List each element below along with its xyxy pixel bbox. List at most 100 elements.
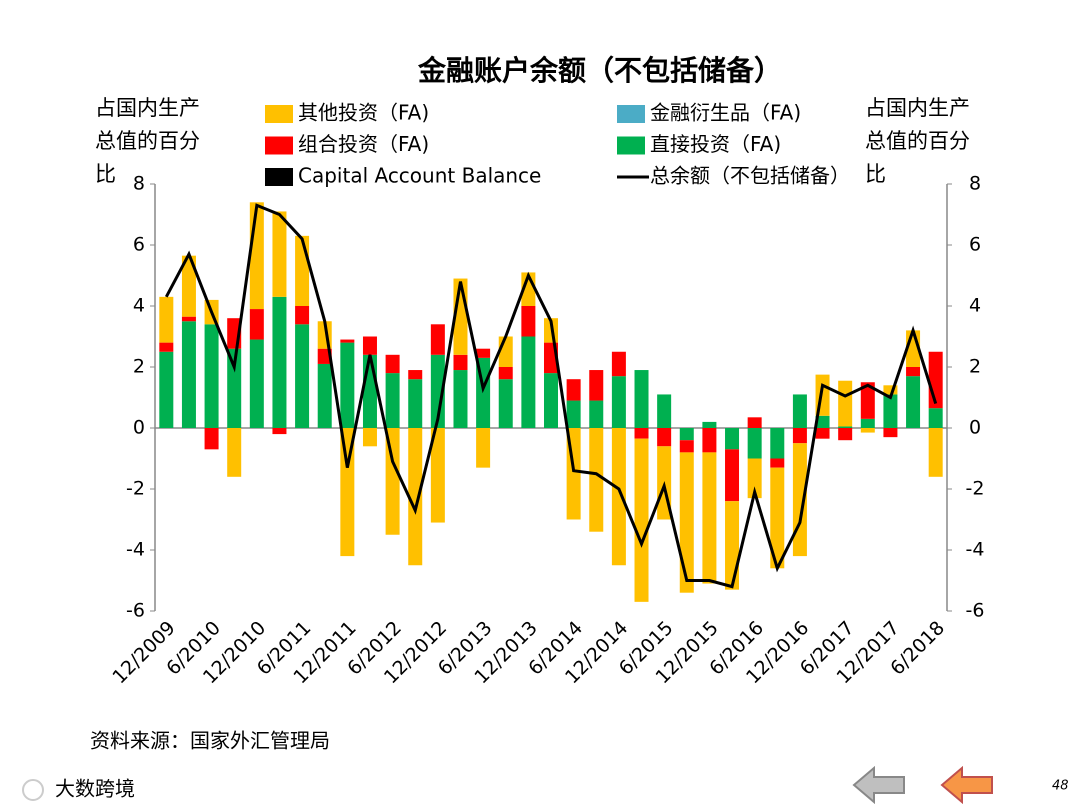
bar-segment (566, 400, 581, 428)
y2-axis-label: 占国内生产总值的百分比 (865, 96, 970, 186)
watermark: 大数跨境 (55, 777, 135, 801)
bar-segment (860, 382, 875, 419)
watermark-icon (22, 779, 44, 801)
bar-segment (204, 324, 219, 428)
bar-segment (498, 379, 513, 428)
bar-segment (385, 428, 400, 535)
legend-label: 总余额（不包括储备） (650, 164, 850, 188)
bar-segment (747, 458, 762, 499)
bar-segment (272, 211, 287, 297)
bar-segment (430, 324, 445, 355)
bar-segment (521, 336, 536, 428)
bar-segment (385, 373, 400, 428)
y-tick-label: -2 (126, 478, 145, 500)
bar-segment (815, 415, 830, 428)
legend-swatch (265, 136, 293, 155)
bar-segment (159, 342, 174, 352)
bar-segment (181, 321, 196, 428)
bar-segment (634, 428, 649, 439)
legend-label: 金融衍生品（FA) (650, 101, 801, 125)
bar-segment (453, 354, 468, 371)
bar-segment (521, 306, 536, 337)
bar-segment (725, 428, 740, 450)
legend-label: 直接投资（FA) (650, 132, 781, 156)
bar-segment (679, 452, 694, 593)
bar-segment (362, 336, 377, 355)
bar-segment (227, 428, 242, 477)
page-number: 48 (1052, 779, 1069, 794)
next-button[interactable] (940, 766, 994, 804)
y2-tick-label: -2 (966, 478, 985, 500)
bar-segment (317, 363, 332, 428)
bar-segment (770, 428, 785, 459)
legend-label: 其他投资（FA) (298, 101, 429, 125)
bar-segment (634, 370, 649, 428)
bar-segment (159, 351, 174, 428)
bar-segment (589, 370, 604, 401)
bar-segment (657, 394, 672, 428)
y2-tick-label: 6 (969, 234, 981, 256)
bar-segment (249, 339, 264, 428)
bar-segment (498, 367, 513, 380)
bar-segment (589, 428, 604, 532)
bar-segment (838, 426, 853, 428)
bar-segment (792, 394, 807, 428)
bar-segment (860, 428, 875, 433)
bar-segment (476, 348, 491, 358)
bar-segment (725, 449, 740, 502)
source: 资料来源：国家外汇管理局 (90, 729, 330, 753)
bar-segment (928, 408, 943, 428)
bar-segment (362, 354, 377, 428)
bar-segment (249, 309, 264, 340)
bar-segment (860, 418, 875, 428)
bar-segment (498, 336, 513, 367)
y2-tick-label: 0 (969, 417, 981, 439)
y-tick-label: 6 (133, 234, 145, 256)
y-tick-label: 4 (133, 295, 145, 317)
bar-segment (340, 428, 355, 557)
bar-segment (476, 428, 491, 468)
bar-segment (838, 380, 853, 427)
legend-label: Capital Account Balance (298, 164, 541, 188)
legend-swatch (265, 105, 293, 123)
bar-segment (272, 428, 287, 435)
bar-segment (611, 428, 626, 566)
bar-segment (453, 370, 468, 428)
y-tick-label: -4 (126, 539, 145, 561)
prev-button[interactable] (852, 766, 906, 804)
bar-segment (611, 376, 626, 428)
bar-segment (544, 373, 558, 428)
bar-segment (815, 428, 830, 439)
bar-segment (770, 458, 785, 468)
x-tick-label: 12/2009 (108, 617, 179, 688)
bar-segment (159, 296, 174, 343)
legend-label: 组合投资（FA) (298, 132, 429, 156)
bar-segment (838, 428, 853, 441)
total-line (164, 203, 938, 589)
bar-segment (770, 467, 785, 569)
bar-segment (611, 351, 626, 377)
bar-segment (295, 235, 310, 306)
bar-segment (747, 417, 762, 428)
bar-segment (906, 367, 921, 377)
bar-segment (725, 501, 740, 590)
y2-tick-label: 4 (969, 295, 981, 317)
bar-segment (340, 342, 355, 428)
bar-segment (340, 339, 355, 343)
bar-segment (589, 400, 604, 428)
bar-segment (249, 202, 264, 310)
y-axis-label: 占国内生产总值的百分比 (95, 96, 200, 186)
legend-swatch (265, 168, 293, 186)
bar-segment (272, 296, 287, 428)
bar-segment (566, 379, 581, 401)
y-tick-label: 0 (133, 417, 145, 439)
bar-segment (702, 421, 717, 428)
bar-segment (295, 324, 310, 428)
chart-title: 金融账户余额（不包括储备） (417, 54, 782, 87)
bar-segment (408, 370, 423, 380)
bar-segment (883, 385, 898, 395)
y2-tick-label: 2 (969, 356, 981, 378)
bar-segment (430, 354, 445, 428)
